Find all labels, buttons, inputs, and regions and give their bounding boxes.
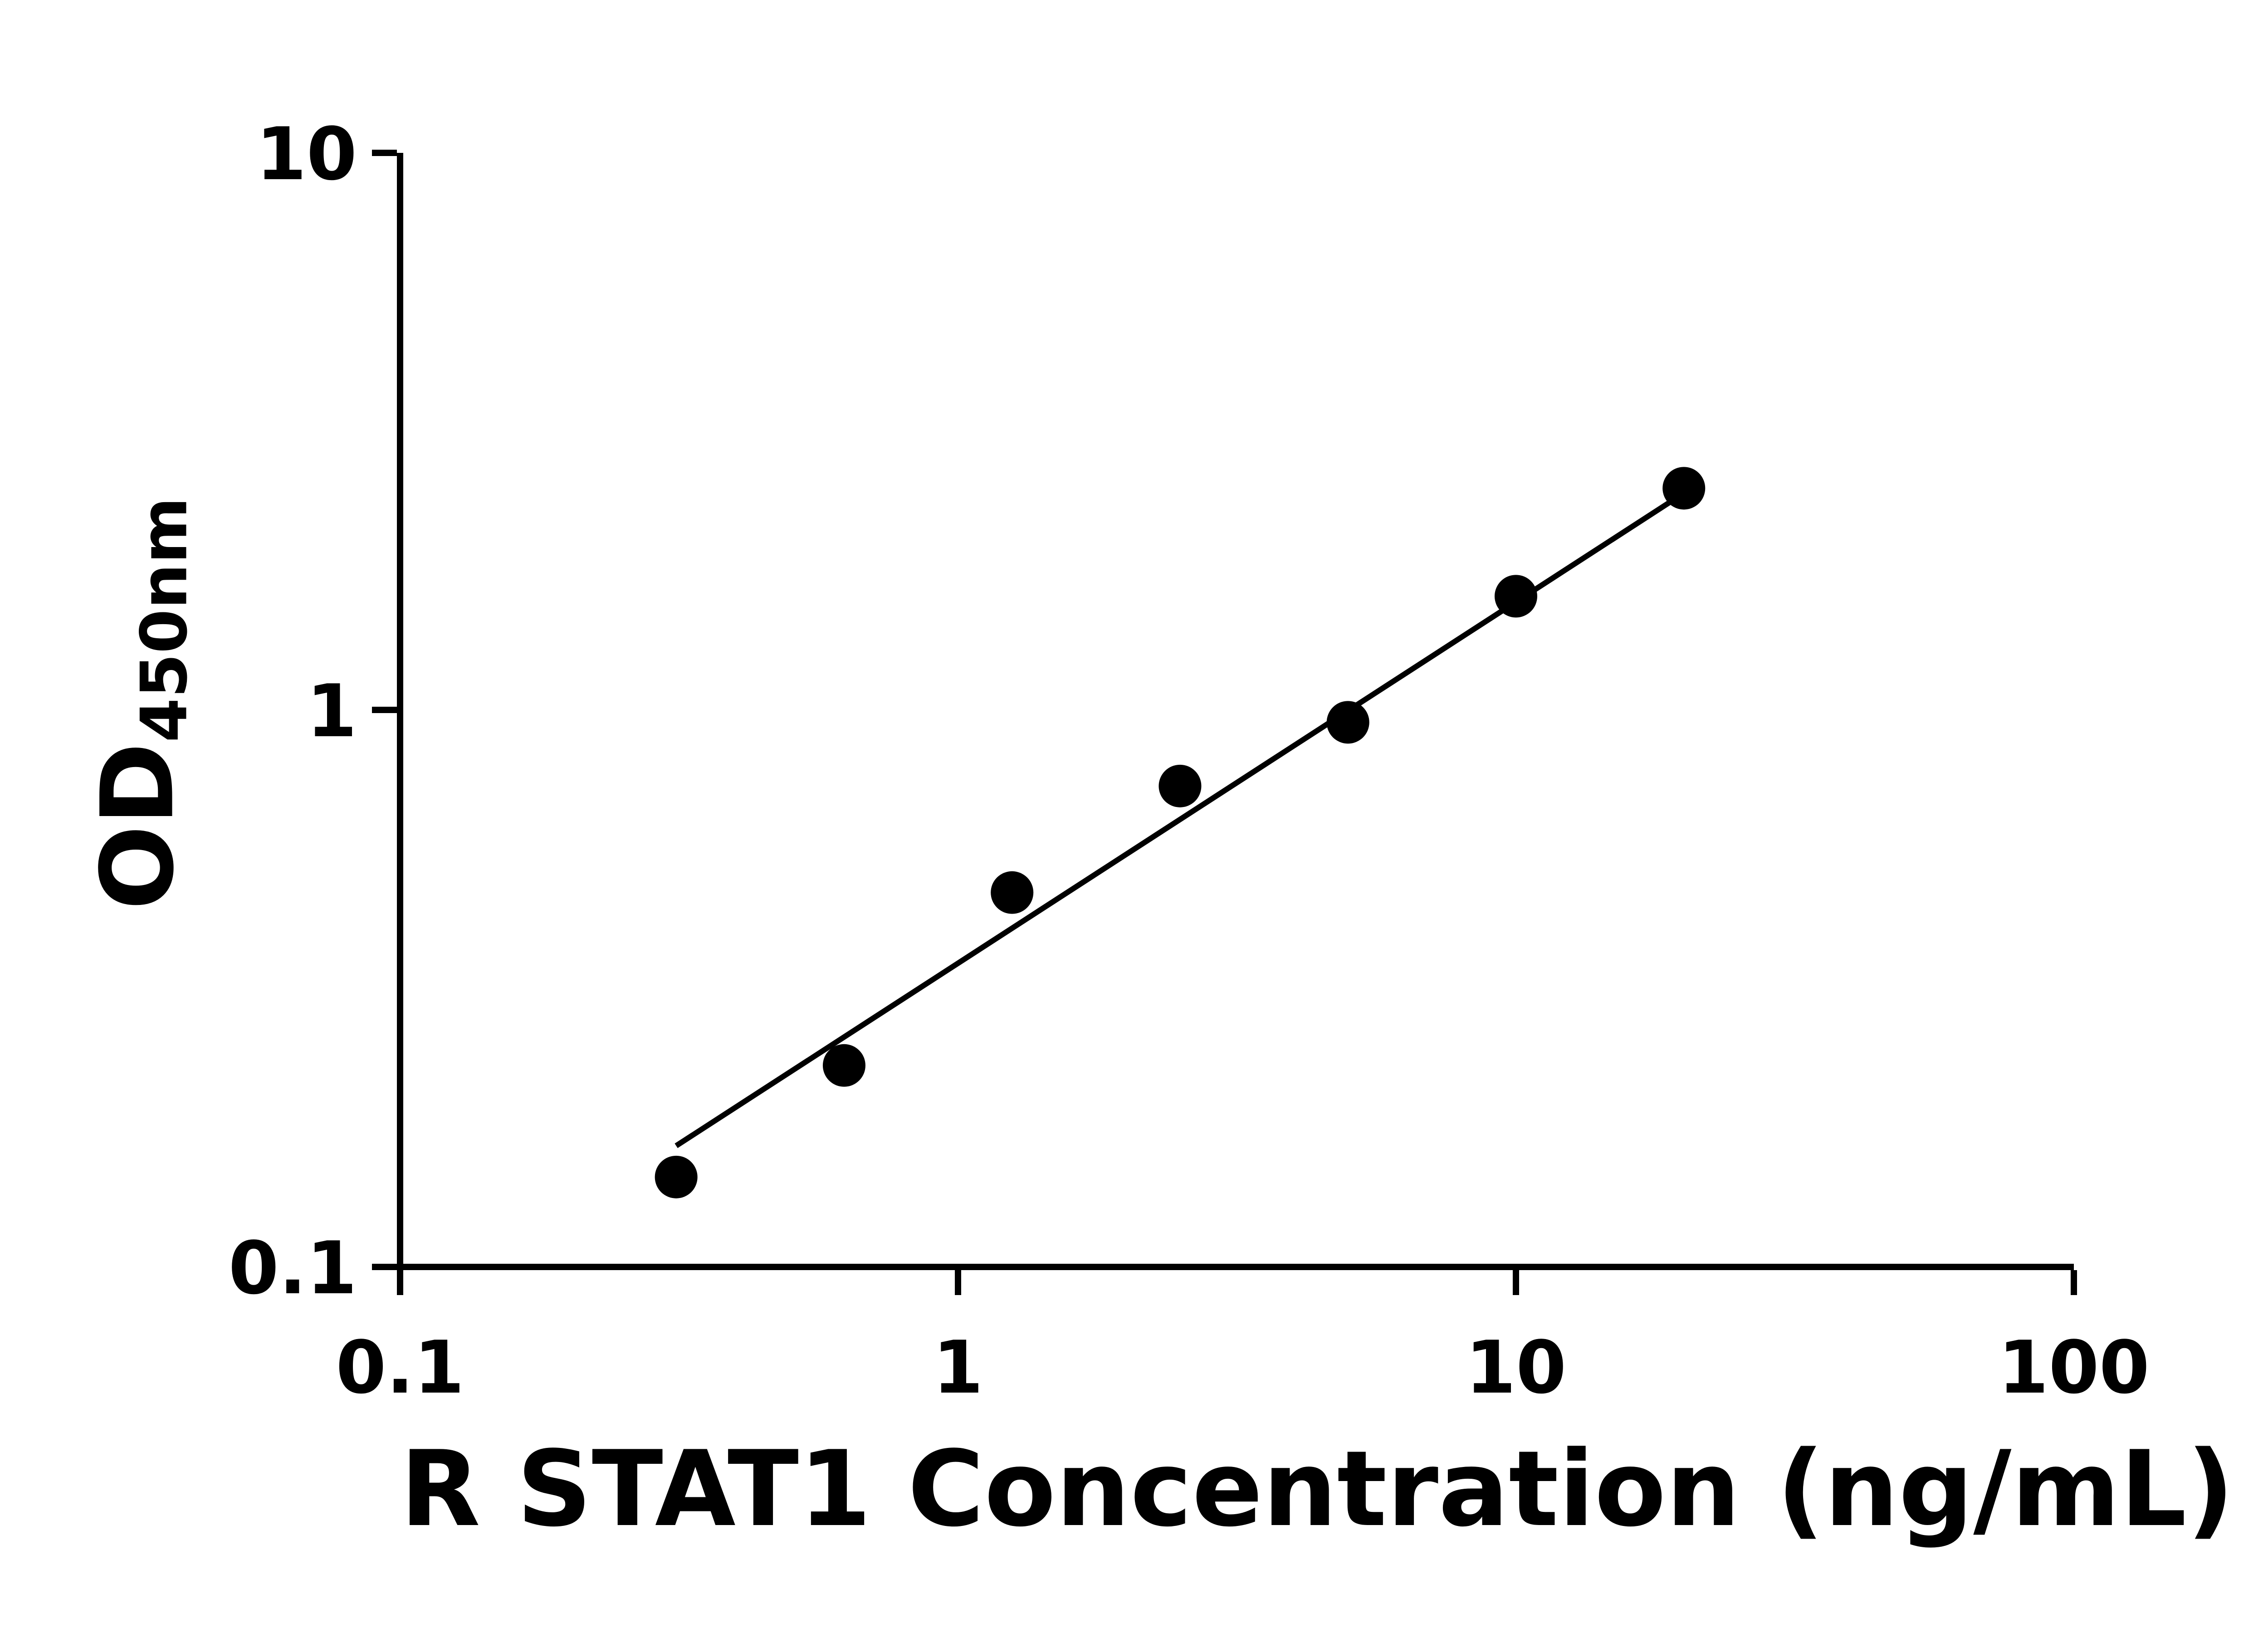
y-axis-title-main: OD [79, 742, 196, 910]
data-point [1495, 575, 1537, 618]
x-axis-title: R STAT1 Concentration (ng/mL) [400, 1429, 2234, 1550]
x-axis-tick-label: 10 [1466, 1325, 1567, 1410]
data-point [822, 1044, 865, 1087]
y-axis-tick-label: 1 [307, 669, 357, 753]
y-axis-title: OD450nm [80, 497, 202, 910]
x-axis-tick-label: 1 [933, 1325, 983, 1410]
data-point [991, 871, 1034, 914]
data-point [1326, 701, 1369, 744]
data-point [655, 1155, 698, 1198]
y-axis-tick-label: 10 [256, 112, 357, 196]
data-point [1662, 467, 1706, 510]
y-axis-tick-label: 0.1 [229, 1226, 357, 1310]
data-point [1158, 764, 1202, 807]
x-axis-tick-label: 0.1 [336, 1325, 464, 1410]
y-axis-title-subscript: 450nm [127, 497, 202, 743]
x-axis-tick-label: 100 [1998, 1325, 2150, 1410]
